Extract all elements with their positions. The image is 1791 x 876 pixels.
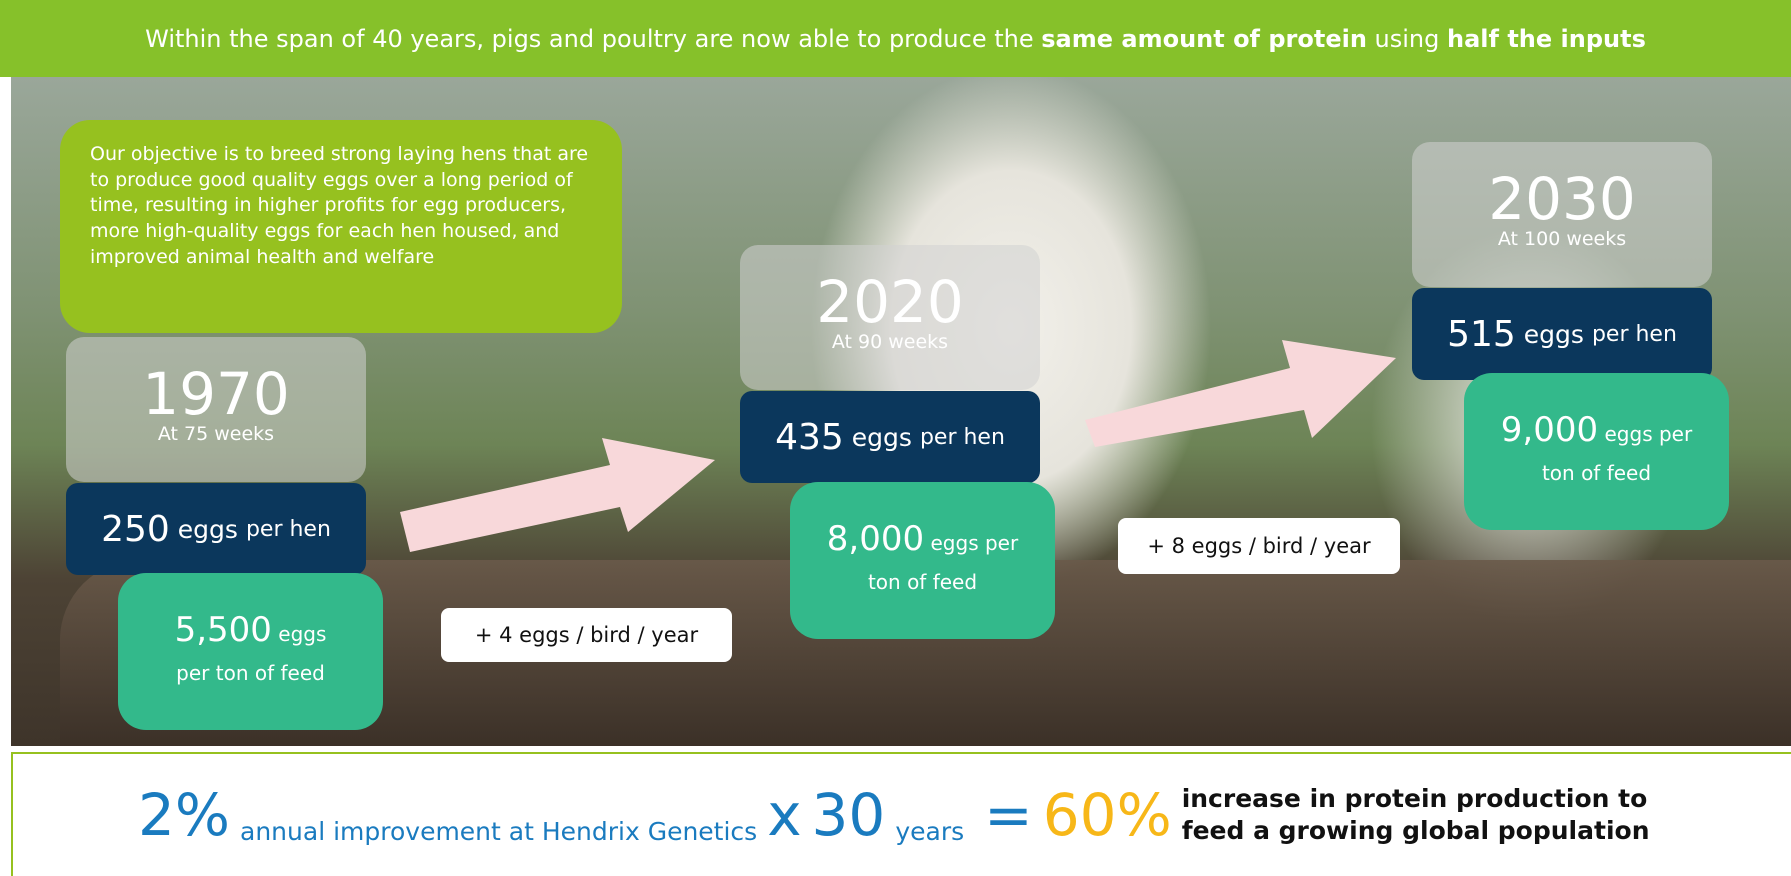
infographic: Within the span of 40 years, pigs and po…: [0, 0, 1791, 876]
eggs-suffix: per hen: [1592, 322, 1677, 347]
feed-value: 9,000: [1501, 410, 1598, 450]
feed-line: 5,500 eggs: [118, 603, 383, 657]
eggs-suffix: per hen: [246, 517, 331, 542]
objective: Our objective is to breed strong laying …: [60, 120, 622, 333]
feed-value: 5,500: [175, 610, 272, 650]
feed-unit: eggs: [278, 622, 326, 646]
eggs-per-hen: 250 eggs per hen: [66, 483, 366, 575]
year: 2020: [740, 273, 1040, 331]
increment-label: + 8 eggs / bird / year: [1118, 518, 1400, 574]
footer: 2% annual improvement at Hendrix Genetic…: [11, 752, 1791, 876]
years-text: years: [895, 817, 964, 846]
feed-unit: eggs per: [931, 531, 1019, 555]
feed-suffix: per ton of feed: [118, 657, 383, 689]
feed-value: 8,000: [827, 519, 924, 559]
eggs-unit: eggs: [178, 515, 238, 544]
eggs-unit: eggs: [852, 423, 912, 452]
feed-suffix: ton of feed: [790, 566, 1055, 598]
eggs-value: 515: [1447, 314, 1516, 355]
arrow: [400, 438, 715, 552]
increment-label: + 4 eggs / bird / year: [441, 608, 732, 662]
eggs-value: 250: [101, 509, 170, 550]
years: 30: [812, 781, 886, 849]
eggs-value: 435: [775, 417, 844, 458]
rate: 2%: [138, 781, 230, 849]
arrow: [1085, 340, 1396, 447]
times: x: [767, 781, 801, 849]
year: 2030: [1412, 170, 1712, 228]
eggs-per-hen: 435 eggs per hen: [740, 391, 1040, 483]
rate-text: annual improvement at Hendrix Genetics: [240, 817, 757, 846]
feed-line: 8,000 eggs per: [790, 512, 1055, 566]
age: At 90 weeks: [740, 331, 1040, 353]
feed-unit: eggs per: [1605, 422, 1693, 446]
feed-line: 9,000 eggs per: [1464, 403, 1729, 457]
result-text: increase in protein production to feed a…: [1182, 783, 1662, 848]
eggs-suffix: per hen: [920, 425, 1005, 450]
eggs-unit: eggs: [1524, 320, 1584, 349]
feed-suffix: ton of feed: [1464, 457, 1729, 489]
result: 60%: [1043, 781, 1172, 849]
year: 1970: [66, 365, 366, 423]
age: At 75 weeks: [66, 423, 366, 445]
eggs-per-hen: 515 eggs per hen: [1412, 288, 1712, 380]
age: At 100 weeks: [1412, 228, 1712, 250]
equals: =: [984, 781, 1033, 849]
